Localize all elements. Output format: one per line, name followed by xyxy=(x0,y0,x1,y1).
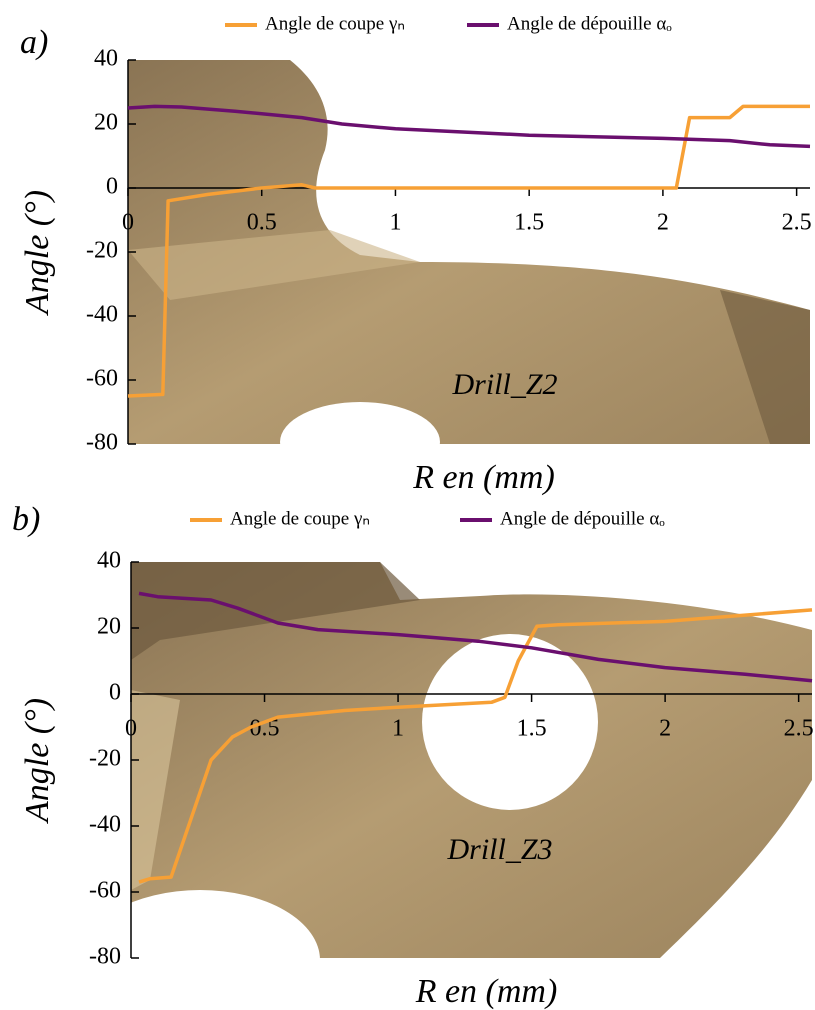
y-tick-label: 20 xyxy=(94,110,118,136)
x-axis-label: R en (mm) xyxy=(415,973,558,1010)
y-tick-label: 20 xyxy=(97,614,121,640)
y-tick-label: -40 xyxy=(89,812,121,838)
annotation: Drill_Z3 xyxy=(446,833,552,866)
y-tick-label: -40 xyxy=(86,302,118,328)
y-axis-label: Angle (°) xyxy=(19,698,56,824)
x-tick-label: 0.5 xyxy=(247,210,277,236)
x-tick-label: 1.5 xyxy=(514,210,544,236)
line-series xyxy=(138,608,813,884)
y-axis-label: Angle (°) xyxy=(19,190,56,316)
line-series xyxy=(138,591,813,683)
x-tick-label: 1 xyxy=(392,716,404,742)
y-tick-label: -20 xyxy=(89,746,121,772)
x-tick-label: 1.5 xyxy=(517,716,547,742)
y-tick-label: 40 xyxy=(94,46,118,72)
y-tick-label: -60 xyxy=(89,878,121,904)
panel-label: b) xyxy=(12,501,40,538)
y-tick-label: 40 xyxy=(97,548,121,574)
y-tick-label: -20 xyxy=(86,238,118,264)
x-tick-label: 0 xyxy=(125,716,137,742)
annotation: Drill_Z2 xyxy=(451,368,557,401)
legend-label: Angle de dépouille αₒ xyxy=(507,13,672,34)
y-tick-label: -60 xyxy=(86,366,118,392)
legend-label: Angle de coupe γₙ xyxy=(265,13,405,34)
panel-label: a) xyxy=(20,24,48,61)
x-tick-label: 2 xyxy=(659,716,671,742)
x-tick-label: 2.5 xyxy=(782,210,812,236)
y-tick-label: 0 xyxy=(106,174,118,200)
x-tick-label: 2 xyxy=(657,210,669,236)
x-axis-label: R en (mm) xyxy=(412,459,555,496)
photo-background xyxy=(128,60,810,482)
x-tick-label: 1 xyxy=(389,210,401,236)
y-tick-label: -80 xyxy=(86,430,118,456)
legend-label: Angle de dépouille αₒ xyxy=(500,508,665,529)
y-tick-label: -80 xyxy=(89,944,121,970)
line-series xyxy=(127,104,810,398)
x-tick-label: 0 xyxy=(122,210,134,236)
line-series xyxy=(127,104,811,149)
x-tick-label: 2.5 xyxy=(784,716,814,742)
photo-background xyxy=(80,562,812,1010)
legend-label: Angle de coupe γₙ xyxy=(230,508,370,529)
y-tick-label: 0 xyxy=(109,680,121,706)
